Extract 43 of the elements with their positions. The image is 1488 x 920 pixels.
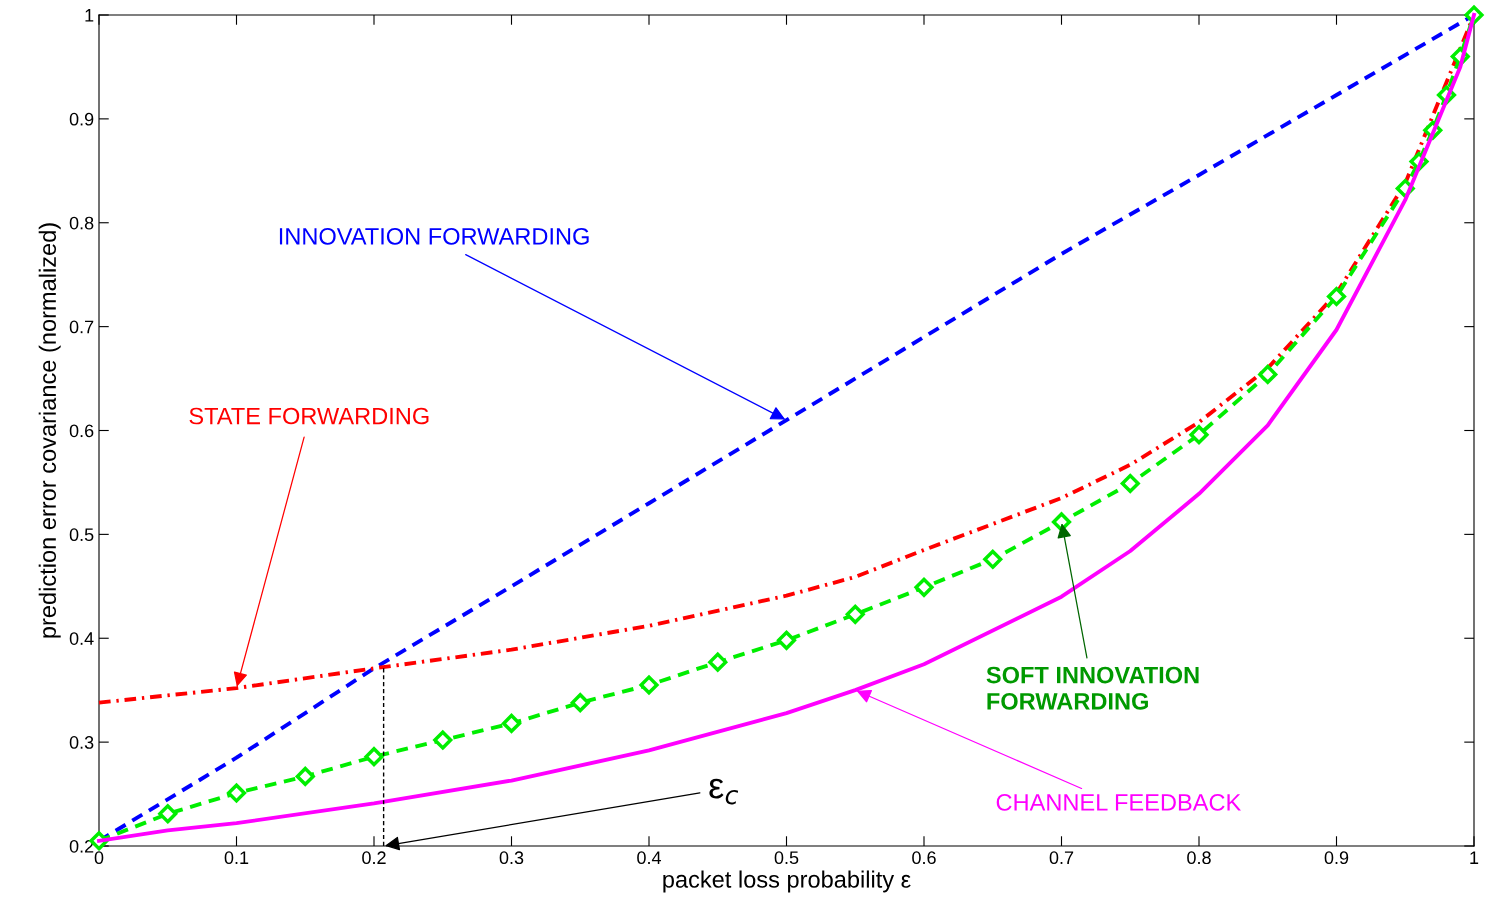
annotation: ε$_{c}$ [709,778,739,805]
point [1326,286,1347,307]
y-tick-label: 0.8 [69,216,94,230]
x-axis-title: packet loss probability ε [663,870,911,893]
x-tick-label: 0.2 [362,851,386,865]
x-tick-label: 0.1 [224,851,249,865]
x-tick-label: 1 [1470,851,1479,864]
annotation: SOFT INNOVATION FORWARDING [986,666,1199,710]
x-tick-label: 0 [94,851,104,865]
point [708,652,728,672]
y-tick-label: 0.4 [69,632,94,645]
point [845,604,865,624]
annotation: STATE FORWARDING [189,407,429,425]
point [570,693,590,713]
point [1189,425,1209,445]
x-tick-label: 0.4 [637,851,662,865]
y-tick-label: 0.9 [69,112,94,126]
y-tick-label: 0.3 [69,736,94,749]
point [501,713,522,734]
point [914,577,934,597]
point [158,804,178,824]
y-tick-label: 0.7 [69,320,94,334]
y-tick-label: 0.6 [69,424,94,438]
x-tick-label: 0.7 [1049,851,1074,865]
point [226,783,247,803]
y-tick-label: 0.5 [69,528,94,542]
x-tick-label: 0.3 [499,851,524,865]
x-tick-label: 0.8 [1187,851,1211,865]
point [1258,364,1278,384]
point [639,675,659,695]
x-tick-label: 0.9 [1324,851,1349,865]
x-tick-label: 0.6 [912,851,936,865]
y-tick-label: 1 [85,9,94,22]
annotation: CHANNEL FEEDBACK [996,794,1242,811]
point [776,630,797,650]
y-axis-title: prediction error covariance (normalized) [38,223,61,638]
point [295,766,315,786]
point [1120,473,1140,494]
point [433,730,453,750]
annotation: INNOVATION FORWARDING [279,227,589,245]
x-tick-label: 0.5 [774,851,799,865]
point [364,747,384,767]
point [983,549,1003,569]
